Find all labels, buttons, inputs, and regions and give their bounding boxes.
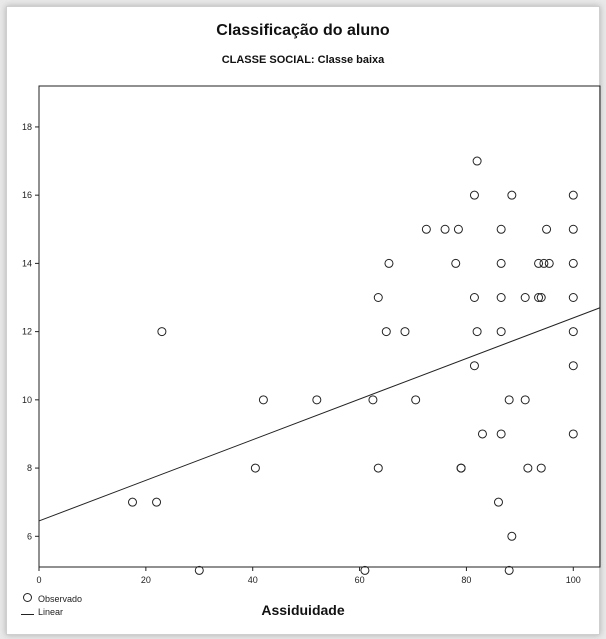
- x-tick-label: 0: [36, 575, 41, 585]
- data-point: [152, 497, 162, 507]
- x-axis-label: Assiduidade: [261, 602, 345, 618]
- data-point: [539, 258, 549, 268]
- data-point: [128, 497, 137, 507]
- data-point: [451, 258, 461, 268]
- y-tick-label: 10: [22, 395, 32, 405]
- data-point: [507, 531, 517, 541]
- data-point: [469, 293, 479, 303]
- data-point: [568, 224, 578, 234]
- data-point: [456, 463, 466, 473]
- data-point: [507, 190, 517, 200]
- y-tick-label: 16: [22, 190, 32, 200]
- data-point: [194, 565, 204, 575]
- data-point: [469, 190, 479, 200]
- data-point: [373, 463, 383, 473]
- data-point: [536, 463, 546, 473]
- data-point: [496, 293, 506, 303]
- data-point: [504, 565, 514, 575]
- data-point: [469, 361, 479, 371]
- x-tick-label: 100: [566, 575, 581, 585]
- data-point: [568, 258, 578, 268]
- legend: Observado Linear: [20, 593, 82, 619]
- data-point: [520, 293, 530, 303]
- data-point: [360, 565, 370, 575]
- x-tick-label: 80: [461, 575, 471, 585]
- legend-label-linear: Linear: [38, 607, 64, 617]
- data-point: [381, 327, 391, 337]
- data-point: [411, 395, 421, 405]
- data-point: [472, 327, 482, 337]
- data-point: [453, 224, 463, 234]
- data-point: [477, 429, 487, 439]
- data-point: [157, 327, 167, 337]
- data-point: [568, 429, 578, 439]
- data-point: [504, 395, 514, 405]
- data-point: [373, 293, 383, 303]
- data-point: [542, 224, 552, 234]
- y-tick-label: 12: [22, 327, 32, 337]
- data-point: [368, 395, 378, 405]
- data-point: [496, 327, 506, 337]
- linear-fit-line: [38, 307, 601, 522]
- data-point: [568, 293, 578, 303]
- data-point: [421, 224, 431, 234]
- chart-title: Classificação do aluno: [216, 22, 390, 39]
- legend-item-linear: Linear: [20, 606, 82, 619]
- data-point: [400, 327, 410, 337]
- y-tick-label: 8: [27, 463, 32, 473]
- data-point: [440, 224, 450, 234]
- data-point: [493, 497, 503, 507]
- data-point: [250, 463, 260, 473]
- data-point: [496, 224, 506, 234]
- data-point: [472, 156, 482, 166]
- legend-label-observed: Observado: [38, 594, 83, 604]
- legend-item-observed: Observado: [20, 593, 82, 606]
- x-tick-label: 60: [355, 575, 365, 585]
- data-point: [568, 190, 578, 200]
- data-point: [536, 293, 546, 303]
- data-point: [534, 293, 544, 303]
- legend-circle-symbol: [22, 593, 32, 602]
- data-point: [520, 395, 530, 405]
- data-point: [568, 361, 578, 371]
- plot-area: [38, 85, 601, 568]
- data-point: [312, 395, 322, 405]
- chart-subtitle: CLASSE SOCIAL: Classe baixa: [221, 54, 385, 66]
- data-point: [496, 429, 506, 439]
- data-point: [534, 258, 544, 268]
- data-point: [258, 395, 268, 405]
- data-point: [523, 463, 533, 473]
- data-point: [568, 327, 578, 337]
- x-tick-label: 40: [248, 575, 258, 585]
- y-tick-label: 14: [22, 258, 32, 268]
- legend-line-symbol: [20, 614, 34, 615]
- data-point: [496, 258, 506, 268]
- y-tick-label: 18: [22, 122, 32, 132]
- data-point: [544, 258, 554, 268]
- chart-panel: [6, 6, 600, 635]
- data-point: [384, 258, 394, 268]
- x-tick-label: 20: [141, 575, 151, 585]
- y-tick-label: 6: [27, 531, 32, 541]
